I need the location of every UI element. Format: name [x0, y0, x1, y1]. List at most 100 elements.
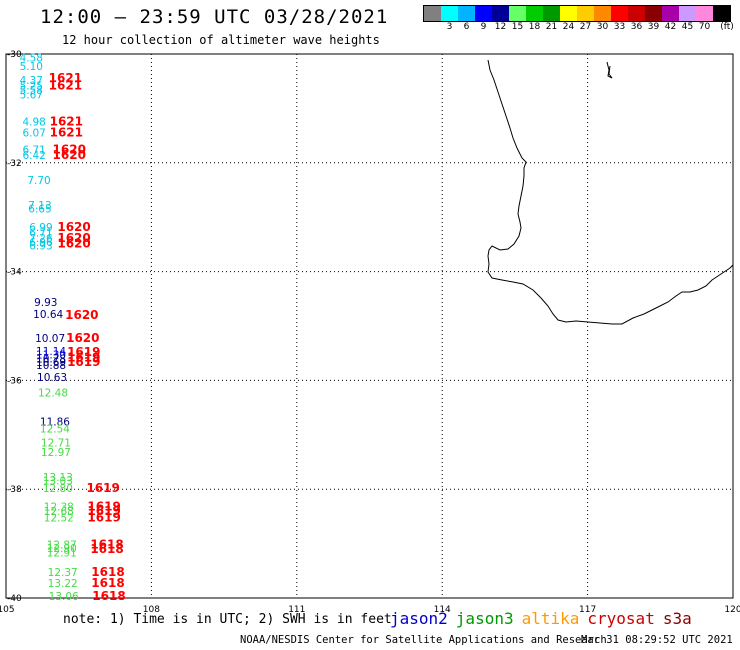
- latitude-tick-label: -38: [7, 485, 22, 495]
- legend-swatch: [458, 6, 475, 21]
- coastline-island: [606, 61, 613, 79]
- satellite-cryosat: cryosat: [587, 609, 655, 628]
- legend-label: 42: [664, 22, 677, 32]
- observation-time-label: 1621: [50, 114, 83, 128]
- legend-label: 36: [630, 22, 643, 32]
- legend-swatch: [679, 6, 696, 21]
- legend-swatch: [594, 6, 611, 21]
- observation-time-label: 1619: [87, 500, 120, 514]
- legend-swatch: [628, 6, 645, 21]
- wave-height-label: 4.98: [22, 116, 45, 128]
- wave-height-label: 7.26: [29, 233, 53, 245]
- satellite-altika: altika: [521, 609, 580, 628]
- legend-swatch: [662, 6, 679, 21]
- legend-swatch: [475, 6, 492, 21]
- legend-label: 27: [579, 22, 592, 32]
- wave-height-label: 12.37: [48, 567, 78, 579]
- wave-height-label: 12.87: [47, 540, 77, 552]
- wave-height-label: 12.71: [41, 437, 71, 449]
- wave-height-label: 13.03: [43, 475, 73, 487]
- legend-label: 24: [562, 22, 575, 32]
- observation-time-label: 1619: [67, 355, 100, 369]
- legend-label: 6: [463, 22, 470, 32]
- latitude-tick-label: -34: [7, 268, 22, 278]
- satellite-legend: jason2 jason3 altika cryosat s3a: [390, 609, 700, 628]
- wave-height-label: 10.07: [35, 333, 65, 345]
- wave-height-label: 12.97: [41, 447, 71, 459]
- legend-swatch: [441, 6, 458, 21]
- observation-time-label: 1619: [86, 481, 119, 495]
- legend-label: 18: [528, 22, 541, 32]
- satellite-jason2: jason2: [390, 609, 448, 628]
- latitude-tick-label: -32: [7, 159, 22, 169]
- legend-swatch: [509, 6, 526, 21]
- longitude-tick-label: 111: [288, 605, 305, 615]
- wave-height-label: 6.71: [22, 145, 45, 157]
- longitude-tick-label: 105: [0, 605, 15, 615]
- latitude-tick-label: -30: [7, 50, 22, 60]
- wave-height-label: 12.52: [44, 512, 74, 524]
- wave-height-label: 11.30: [36, 349, 66, 361]
- observation-time-label: 1618: [91, 565, 124, 579]
- legend-label: 12: [494, 22, 507, 32]
- wave-height-label: 13.06: [49, 591, 79, 603]
- observation-time-label: 1621: [49, 79, 82, 93]
- wave-height-label: 12.38: [44, 502, 74, 514]
- legend-swatch: [577, 6, 594, 21]
- legend-label: 39: [647, 22, 660, 32]
- credit-line: NOAA/NESDIS Center for Satellite Applica…: [240, 634, 607, 646]
- wave-height-label: 12.68: [44, 506, 74, 518]
- legend-swatch: [713, 6, 730, 21]
- latitude-tick-label: -40: [7, 594, 22, 604]
- legend-swatch: [526, 6, 543, 21]
- generated-timestamp: Mar 31 08:29:52 UTC 2021: [581, 634, 733, 646]
- wave-height-label: 10.63: [37, 372, 67, 384]
- legend-label: 45: [681, 22, 694, 32]
- legend-label: 9: [480, 22, 487, 32]
- latitude-tick-label: -36: [7, 376, 22, 386]
- wave-height-label: 5.25: [20, 81, 43, 93]
- map-tick-labels: 105 108 111 114 117 120 -30 -32 -34 -36 -38 -40: [0, 50, 740, 615]
- wave-height-label: 6.96: [29, 237, 53, 249]
- observation-time-label: 1618: [90, 538, 123, 552]
- color-legend: [423, 5, 731, 22]
- legend-swatch: [424, 6, 441, 21]
- map-title: 12:00 — 23:59 UTC 03/28/2021: [40, 6, 389, 28]
- map-gridlines: [6, 54, 733, 598]
- legend-swatch: [611, 6, 628, 21]
- observation-time-label: 1619: [67, 345, 100, 359]
- wave-height-label: 12.80: [43, 483, 73, 495]
- observation-time-label: 1619: [87, 504, 120, 518]
- wave-height-label: 12.54: [40, 423, 70, 435]
- wave-height-label: 6.07: [22, 127, 45, 139]
- wave-height-label: 6.93: [29, 240, 52, 252]
- legend-swatch: [560, 6, 577, 21]
- satellite-jason3: jason3: [455, 609, 514, 628]
- wave-height-label: 4.58: [20, 52, 43, 64]
- color-legend-labels: 3 6 9 12 15 18 21 24 27 30 33 36 39 42 45 70 (ft): [423, 22, 740, 34]
- wave-height-label: 12.91: [47, 547, 77, 559]
- longitude-tick-label: 117: [579, 605, 596, 615]
- observation-time-label: 1619: [67, 351, 100, 365]
- observation-time-label: 1621: [49, 71, 82, 85]
- wave-height-label: 4.37: [20, 75, 43, 87]
- wave-height-label: 10.88: [36, 360, 66, 372]
- wave-height-label: 7.70: [27, 175, 50, 187]
- legend-swatch: [543, 6, 560, 21]
- observation-time-label: 1620: [53, 148, 86, 162]
- legend-label: 33: [613, 22, 626, 32]
- wave-height-label: 9.93: [34, 297, 57, 309]
- observation-time-label: 1618: [92, 589, 125, 603]
- wave-height-label: 6.42: [22, 150, 45, 162]
- wave-height-label: 10.78: [36, 354, 66, 366]
- observation-time-label: 1618: [91, 576, 124, 590]
- wave-height-label: 13.13: [43, 472, 73, 484]
- wave-height-label: 6.99: [29, 222, 52, 234]
- wave-height-label: 5.67: [20, 89, 43, 101]
- wave-height-label: 5.10: [20, 61, 43, 73]
- map-subtitle: 12 hour collection of altimeter wave hei…: [62, 33, 380, 47]
- legend-swatch: [696, 6, 713, 21]
- observation-time-label: 1620: [57, 236, 90, 250]
- wave-height-label: 12.48: [38, 387, 68, 399]
